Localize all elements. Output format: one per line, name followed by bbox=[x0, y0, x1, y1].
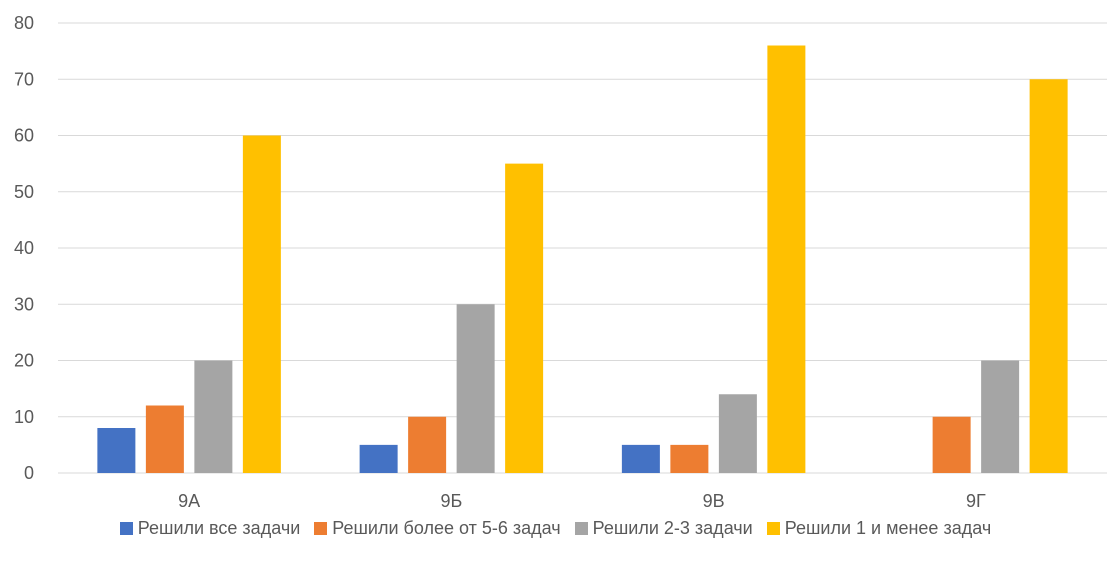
y-tick-label: 50 bbox=[14, 182, 34, 202]
bar bbox=[97, 428, 136, 473]
bar bbox=[242, 135, 281, 473]
y-tick-label: 70 bbox=[14, 69, 34, 89]
legend-item: Решили все задачи bbox=[119, 518, 301, 539]
legend-swatch bbox=[314, 522, 328, 535]
bar-chart: 0 10 20 30 40 50 60 70 80 9A 9Б 9В 9Г bbox=[14, 13, 1107, 510]
bar bbox=[456, 304, 495, 473]
x-tick-label: 9A bbox=[178, 491, 200, 510]
legend-label: Решили 1 и менее задач bbox=[784, 518, 992, 538]
y-tick-label: 10 bbox=[14, 407, 34, 427]
bar bbox=[359, 444, 398, 473]
y-tick-label: 40 bbox=[14, 238, 34, 258]
legend-swatch bbox=[766, 522, 780, 535]
x-tick-label: 9Г bbox=[966, 491, 986, 510]
legend-label: Решили 2-3 задачи bbox=[592, 518, 753, 538]
bar bbox=[1029, 79, 1068, 473]
y-tick-label: 0 bbox=[24, 463, 34, 483]
bar bbox=[932, 416, 971, 473]
legend-item: Решили 1 и менее задач bbox=[766, 518, 992, 539]
bar bbox=[505, 163, 544, 473]
legend-swatch bbox=[119, 522, 133, 535]
x-tick-label: 9В bbox=[703, 491, 725, 510]
bar bbox=[767, 45, 806, 473]
bar bbox=[145, 405, 184, 473]
legend-swatch bbox=[574, 522, 588, 535]
chart-legend: Решили все задачи Решили более от 5-6 зад… bbox=[0, 518, 1111, 539]
legend-label: Решили все задачи bbox=[137, 518, 301, 538]
bar bbox=[718, 394, 757, 473]
y-tick-label: 60 bbox=[14, 126, 34, 146]
bar bbox=[408, 416, 447, 473]
bar bbox=[670, 444, 709, 473]
y-tick-label: 20 bbox=[14, 351, 34, 371]
y-tick-label: 80 bbox=[14, 13, 34, 33]
legend-item: Решили более от 5-6 задач bbox=[314, 518, 561, 539]
legend-item: Решили 2-3 задачи bbox=[574, 518, 753, 539]
y-tick-label: 30 bbox=[14, 294, 34, 314]
bar bbox=[194, 360, 233, 473]
bar bbox=[621, 444, 660, 473]
x-tick-label: 9Б bbox=[440, 491, 462, 510]
bar bbox=[981, 360, 1020, 473]
legend-label: Решили более от 5-6 задач bbox=[332, 518, 561, 538]
